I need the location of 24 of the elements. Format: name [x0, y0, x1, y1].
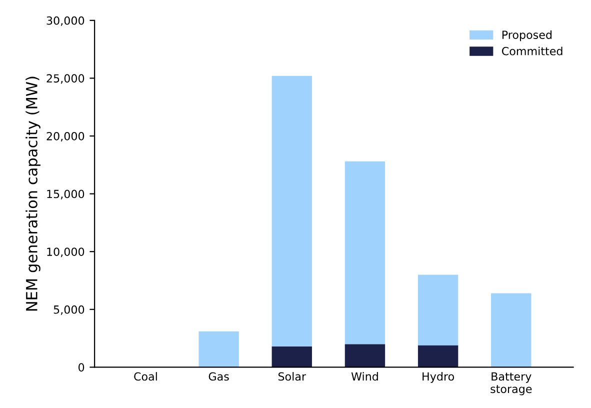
x-tick-label: Coal — [134, 372, 157, 381]
bar — [272, 76, 312, 346]
bar — [418, 274, 458, 346]
x-tick-label: Hydro — [422, 372, 454, 383]
x-tick-label: Solar — [278, 372, 306, 381]
y-tick-label: 15,000 — [47, 190, 84, 200]
legend-label: Proposed — [502, 30, 552, 42]
legend-label: Committed — [502, 46, 562, 56]
bar — [272, 346, 312, 368]
y-tick-label: 25,000 — [46, 74, 84, 84]
y-tick-label: 5,000 — [54, 305, 84, 315]
bar — [198, 331, 239, 368]
y-tick-label: 0 — [78, 363, 84, 372]
bar — [344, 344, 386, 368]
bar — [418, 345, 458, 368]
bar — [491, 293, 532, 368]
x-tick-label: Wind — [351, 372, 378, 381]
y-axis-title: NEM generation capacity (MW) — [26, 76, 40, 311]
x-tick-label: Battery storage — [490, 372, 532, 396]
y-tick-label: 10,000 — [47, 248, 84, 258]
y-tick-label: 20,000 — [46, 132, 84, 142]
x-tick-label: Gas — [208, 372, 229, 381]
bar — [344, 161, 386, 344]
y-tick-label: 30,000 — [46, 16, 84, 26]
